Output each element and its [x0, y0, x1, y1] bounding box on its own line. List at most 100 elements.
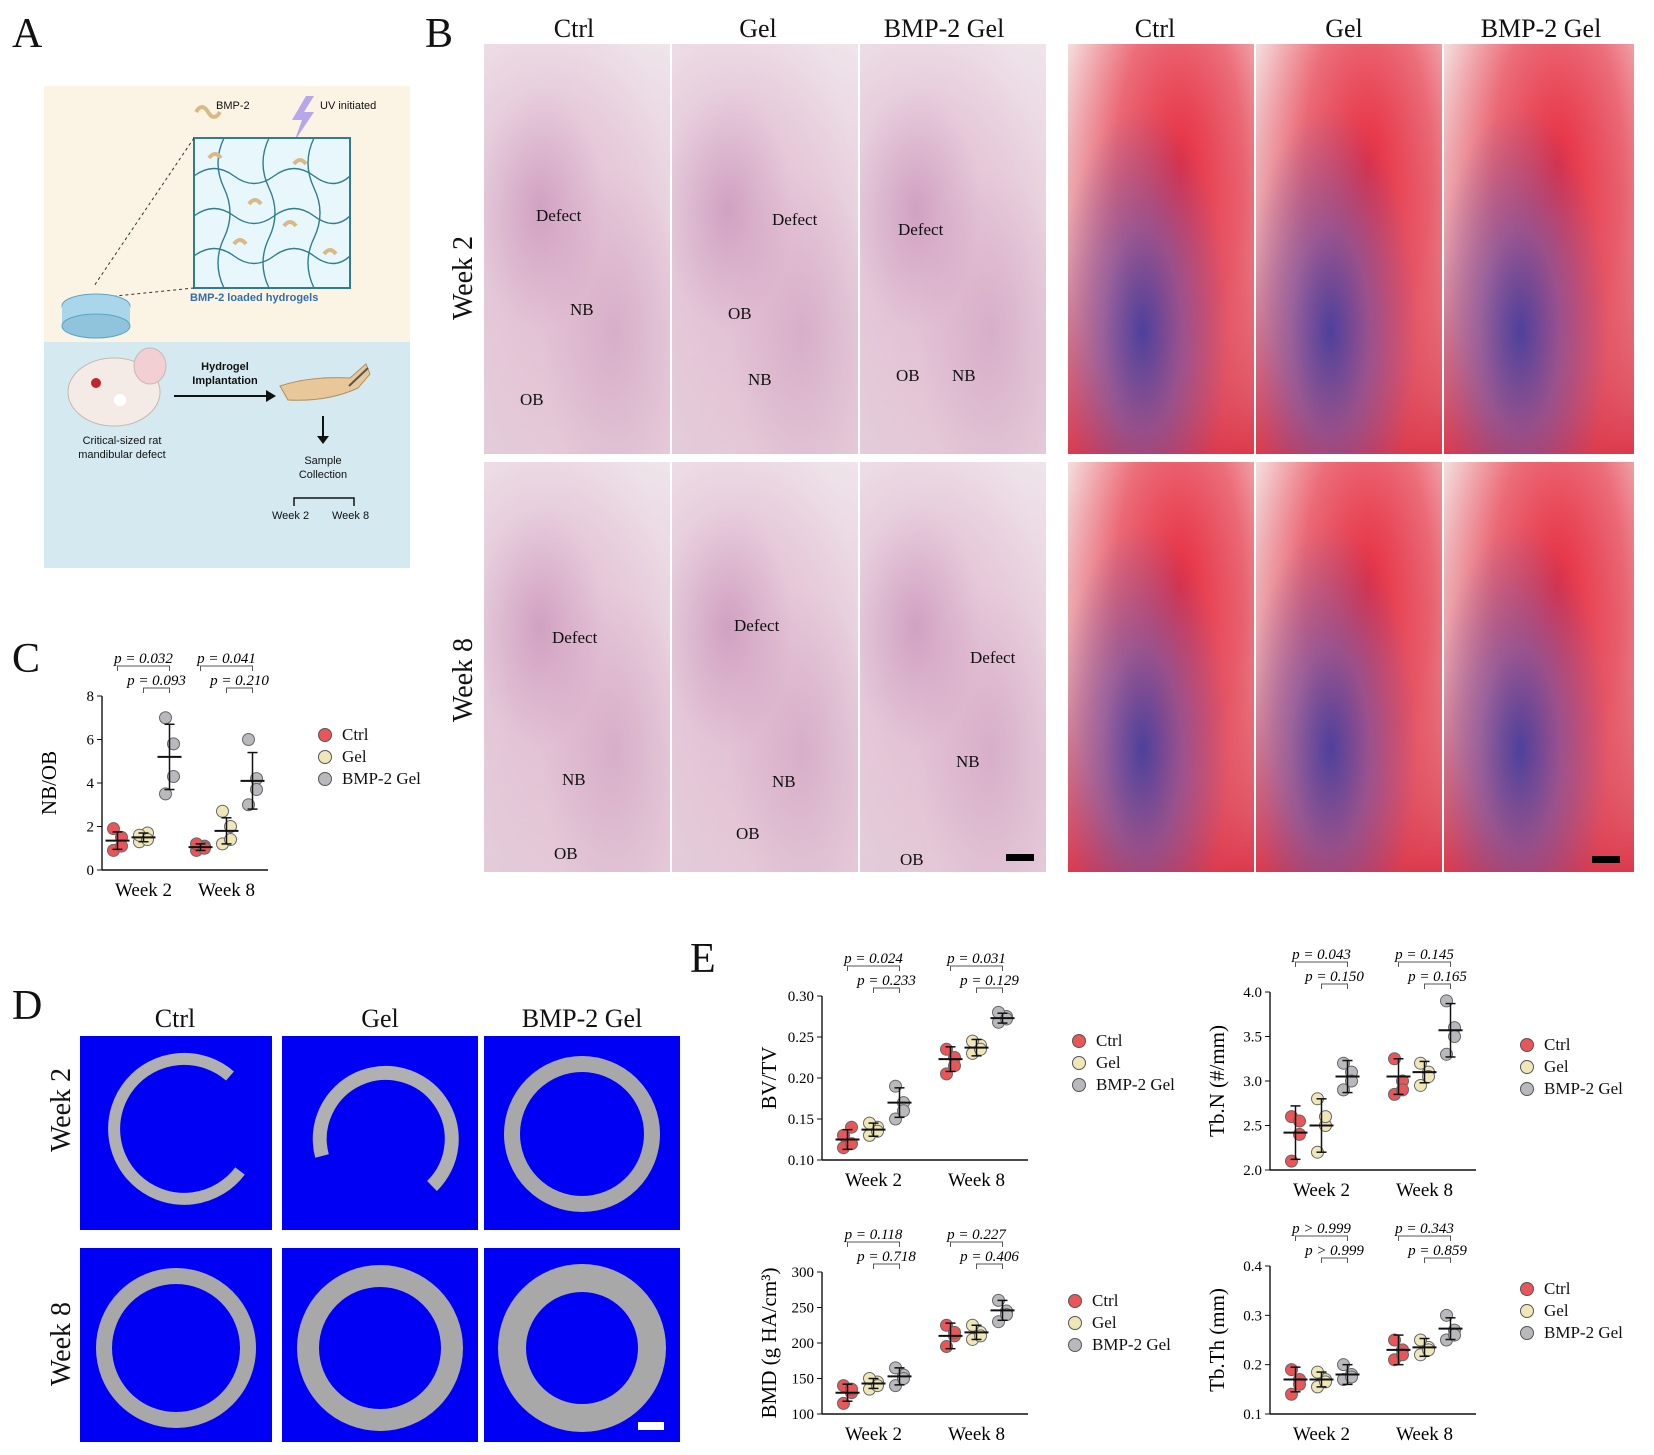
legend-item-gel: Gel	[1520, 1056, 1623, 1078]
ct-week2-ctrl	[80, 1036, 272, 1230]
scale-bar	[1592, 856, 1620, 863]
legend-item-ctrl: Ctrl	[1520, 1278, 1623, 1300]
data-point	[1396, 1348, 1409, 1362]
y-axis-label: Tb.Th (mm)	[1205, 1288, 1229, 1392]
panel-a-schematic: BMP-2 UV initiated BMP-2 loaded hydrogel…	[44, 86, 410, 568]
significance-bracket	[1424, 983, 1451, 989]
significance-bracket	[143, 687, 170, 693]
legend-item-bmp: BMP-2 Gel	[318, 768, 421, 790]
panel-letter-d: D	[12, 983, 43, 1029]
b-mt-col-bmp: BMP-2 Gel	[1480, 14, 1602, 43]
y-tick-label: 150	[792, 1372, 815, 1388]
nb-label: NB	[952, 366, 976, 385]
b-he-col-ctrl: Ctrl	[553, 14, 595, 43]
b-row-week8: Week 8	[448, 637, 479, 722]
p-value-label: p = 0.118	[844, 1227, 903, 1243]
legend-item-bmp: BMP-2 Gel	[1072, 1074, 1175, 1096]
legend-bvtv: Ctrl Gel BMP-2 Gel	[1072, 1030, 1175, 1096]
y-tick-label: 100	[792, 1407, 815, 1423]
p-value-label: p > 0.999	[1291, 1221, 1351, 1237]
ob-label: OB	[728, 304, 752, 323]
significance-bracket	[976, 1263, 1003, 1269]
y-tick-label: 6	[87, 733, 95, 749]
data-point	[837, 1396, 850, 1410]
legend-item-ctrl: Ctrl	[1520, 1034, 1623, 1056]
y-tick-label: 300	[792, 1265, 815, 1281]
y-tick-label: 200	[792, 1336, 815, 1352]
mt-week8-bmp	[1444, 462, 1634, 872]
he-week8-ctrl: Defect NB OB	[484, 462, 670, 872]
timeline-week2: Week 2	[272, 510, 310, 522]
y-tick-label: 4	[87, 776, 95, 792]
p-value-label: p = 0.227	[946, 1227, 1007, 1243]
mt-week2-bmp	[1444, 44, 1634, 454]
b-mt-col-ctrl: Ctrl	[1134, 14, 1176, 43]
panel-letter-e: E	[690, 936, 716, 982]
defect-label: Defect	[536, 206, 582, 225]
p-value-label: p = 0.859	[1407, 1243, 1467, 1259]
y-tick-label: 8	[87, 689, 95, 705]
b-mt-col-gel: Gel	[1325, 14, 1363, 43]
timeline-bracket	[293, 497, 355, 506]
mt-week2-ctrl	[1068, 44, 1254, 454]
data-point	[167, 737, 180, 751]
panel-letter-a: A	[12, 11, 43, 57]
defect-caption: Critical-sized rat mandibular defect	[78, 435, 166, 461]
ct-week2-bmp	[484, 1036, 680, 1230]
mesh-lines	[193, 137, 351, 289]
data-point	[242, 733, 255, 746]
d-row-week2: Week 2	[46, 1067, 77, 1152]
ct-week8-gel	[282, 1248, 478, 1442]
legend-item-gel: Gel	[318, 746, 421, 768]
x-tick-label: Week 2	[1293, 1424, 1350, 1445]
scale-bar	[638, 1422, 664, 1430]
y-axis-label: NB/OB	[37, 751, 61, 815]
data-point	[1293, 1377, 1306, 1391]
legend-item-bmp: BMP-2 Gel	[1520, 1078, 1623, 1100]
p-value-label: p = 0.031	[946, 951, 1006, 967]
p-value-label: p = 0.024	[843, 951, 903, 967]
panel-letter-c: C	[12, 636, 41, 682]
y-axis-label: Tb.N (#/mm)	[1205, 1025, 1229, 1137]
uv-label: UV initiated	[320, 100, 377, 112]
mesh-bmp2-fragments	[207, 152, 338, 256]
p-value-label: p = 0.165	[1407, 969, 1467, 985]
chart-e-tbn: 2.0 2.5 3.0 3.5 4.0 Week 2 Week 8 Tb.N (#/mm) p …	[1205, 947, 1476, 1201]
data-point	[1388, 1333, 1401, 1347]
nb-label: NB	[772, 772, 796, 791]
defect-label: Defect	[552, 628, 598, 647]
legend-c: Ctrl Gel BMP-2 Gel	[318, 724, 421, 790]
y-tick-label: 0.3	[1243, 1308, 1262, 1324]
ob-label: OB	[896, 366, 920, 385]
hydrogel-caption: BMP-2 loaded hydrogels	[190, 292, 319, 304]
y-tick-label: 3.5	[1243, 1030, 1262, 1046]
b-row-week2: Week 2	[448, 235, 479, 320]
data-point	[1293, 1127, 1306, 1141]
significance-bracket	[950, 965, 1003, 971]
legend-item-ctrl: Ctrl	[1068, 1290, 1171, 1312]
legend-item-gel: Gel	[1520, 1300, 1623, 1322]
d-col-bmp: BMP-2 Gel	[521, 1004, 643, 1033]
data-point	[940, 1340, 953, 1354]
x-tick-label: Week 8	[198, 880, 255, 901]
mt-week2-gel	[1256, 44, 1442, 454]
data-point	[216, 804, 229, 818]
data-point	[1414, 1333, 1427, 1347]
schematic-graphics	[61, 96, 371, 506]
chart-c-nb-ob: 0 2 4 6 8 Week 2 Week 8 NB/OB p = 0.032 p = 0.093…	[37, 651, 269, 901]
legend-item-ctrl: Ctrl	[318, 724, 421, 746]
data-point	[198, 841, 211, 855]
x-tick-label: Week 2	[845, 1170, 902, 1191]
x-tick-label: Week 2	[1293, 1180, 1350, 1201]
p-value-label: p = 0.210	[209, 673, 269, 689]
legend-item-gel: Gel	[1072, 1052, 1175, 1074]
he-week2-ctrl: Defect NB OB	[484, 44, 670, 454]
lightning-icon	[292, 96, 314, 142]
significance-bracket	[873, 1263, 900, 1269]
data-point	[1285, 1154, 1298, 1168]
ob-label: OB	[554, 844, 578, 863]
d-col-ctrl: Ctrl	[154, 1004, 196, 1033]
significance-bracket	[200, 665, 253, 671]
significance-bracket	[1321, 983, 1348, 989]
y-tick-label: 0.25	[788, 1030, 814, 1046]
